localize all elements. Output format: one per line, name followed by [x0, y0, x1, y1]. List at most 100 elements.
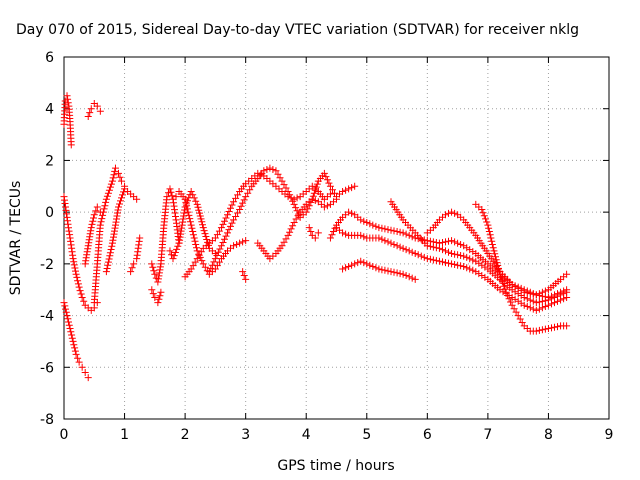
data-point — [520, 288, 528, 296]
data-point — [236, 239, 244, 247]
data-point-fill — [426, 255, 440, 265]
data-point — [411, 250, 419, 258]
data-point-fill — [167, 188, 176, 200]
data-point-fill — [250, 177, 260, 188]
x-tick-label: 1 — [120, 427, 129, 443]
data-point — [111, 164, 119, 172]
data-point — [399, 270, 407, 278]
x-tick-label: 9 — [605, 427, 614, 443]
data-point-fill — [535, 297, 549, 306]
data-point — [387, 268, 395, 276]
data-point-fill — [233, 241, 241, 248]
data-point — [411, 275, 419, 283]
data-point-fill — [85, 227, 95, 247]
data-point-fill — [474, 252, 489, 266]
data-point — [520, 301, 528, 309]
data-point-fill — [402, 219, 417, 234]
data-point-fill — [219, 214, 230, 228]
data-point — [151, 270, 159, 278]
series-s11 — [166, 187, 219, 263]
data-point-fill — [82, 245, 92, 265]
data-point-fill — [232, 191, 242, 202]
data-point-fill — [116, 173, 124, 181]
data-point-fill — [389, 200, 405, 221]
data-point-fill — [523, 303, 537, 313]
series-s21 — [387, 198, 571, 307]
data-point — [224, 211, 231, 219]
data-point-fill — [269, 166, 277, 173]
data-point — [387, 226, 395, 234]
data-point-fill — [70, 341, 79, 355]
data-point — [236, 206, 244, 214]
data-point — [90, 211, 98, 219]
y-tick-label: 6 — [45, 50, 54, 66]
data-point-fill — [177, 190, 187, 201]
data-point-fill — [378, 266, 392, 275]
data-point — [345, 262, 353, 270]
data-point-fill — [323, 202, 331, 210]
data-point-fill — [378, 224, 392, 234]
data-point — [66, 325, 74, 332]
series-s10 — [148, 286, 165, 307]
data-point-fill — [510, 305, 520, 316]
data-point — [351, 182, 359, 190]
series-s16 — [239, 268, 250, 283]
data-point-fill — [189, 191, 200, 205]
data-point — [67, 141, 75, 149]
data-point-fill — [451, 238, 465, 248]
data-point-fill — [155, 292, 164, 303]
data-point — [193, 247, 201, 255]
data-point-fill — [201, 263, 211, 275]
data-point — [81, 260, 89, 268]
data-point-fill — [342, 264, 350, 272]
data-point-fill — [66, 121, 75, 146]
data-point — [84, 374, 92, 382]
data-point-fill — [292, 204, 303, 218]
data-point-fill — [523, 289, 537, 298]
data-point — [181, 195, 189, 203]
data-point-fill — [70, 258, 79, 275]
data-point — [115, 203, 122, 211]
data-point-fill — [402, 272, 416, 282]
x-tick-label: 8 — [544, 427, 553, 443]
data-point-fill — [491, 250, 503, 275]
data-point — [326, 190, 334, 198]
data-point — [460, 242, 468, 250]
data-point — [260, 167, 268, 175]
data-point-fill — [439, 237, 452, 246]
data-point-fill — [257, 171, 265, 179]
data-point — [448, 237, 456, 245]
y-tick-label: -6 — [40, 360, 54, 376]
data-point — [172, 193, 180, 201]
data-point — [224, 229, 231, 237]
data-point — [118, 177, 126, 185]
data-point-fill — [292, 212, 302, 223]
data-point — [399, 229, 407, 237]
data-point-fill — [286, 191, 297, 205]
data-point-fill — [61, 196, 70, 218]
data-point — [163, 193, 171, 201]
data-point — [133, 195, 141, 203]
data-point — [78, 363, 86, 371]
data-point — [102, 268, 110, 276]
data-point-fill — [504, 292, 515, 306]
data-point — [448, 260, 456, 268]
data-point-fill — [64, 95, 72, 107]
data-point — [154, 278, 162, 286]
data-point-fill — [109, 206, 122, 244]
data-point — [478, 206, 486, 214]
data-point-fill — [426, 237, 440, 246]
data-point-fill — [220, 250, 229, 260]
x-tick-label: 0 — [60, 427, 69, 443]
data-point-fill — [328, 224, 339, 239]
data-point-fill — [390, 227, 404, 236]
data-point-fill — [342, 186, 350, 194]
data-point — [93, 102, 101, 110]
x-tick-label: 2 — [181, 427, 190, 443]
data-point — [284, 231, 292, 239]
data-point-fill — [360, 217, 368, 225]
data-point-fill — [189, 258, 199, 270]
data-point-fill — [366, 234, 380, 242]
